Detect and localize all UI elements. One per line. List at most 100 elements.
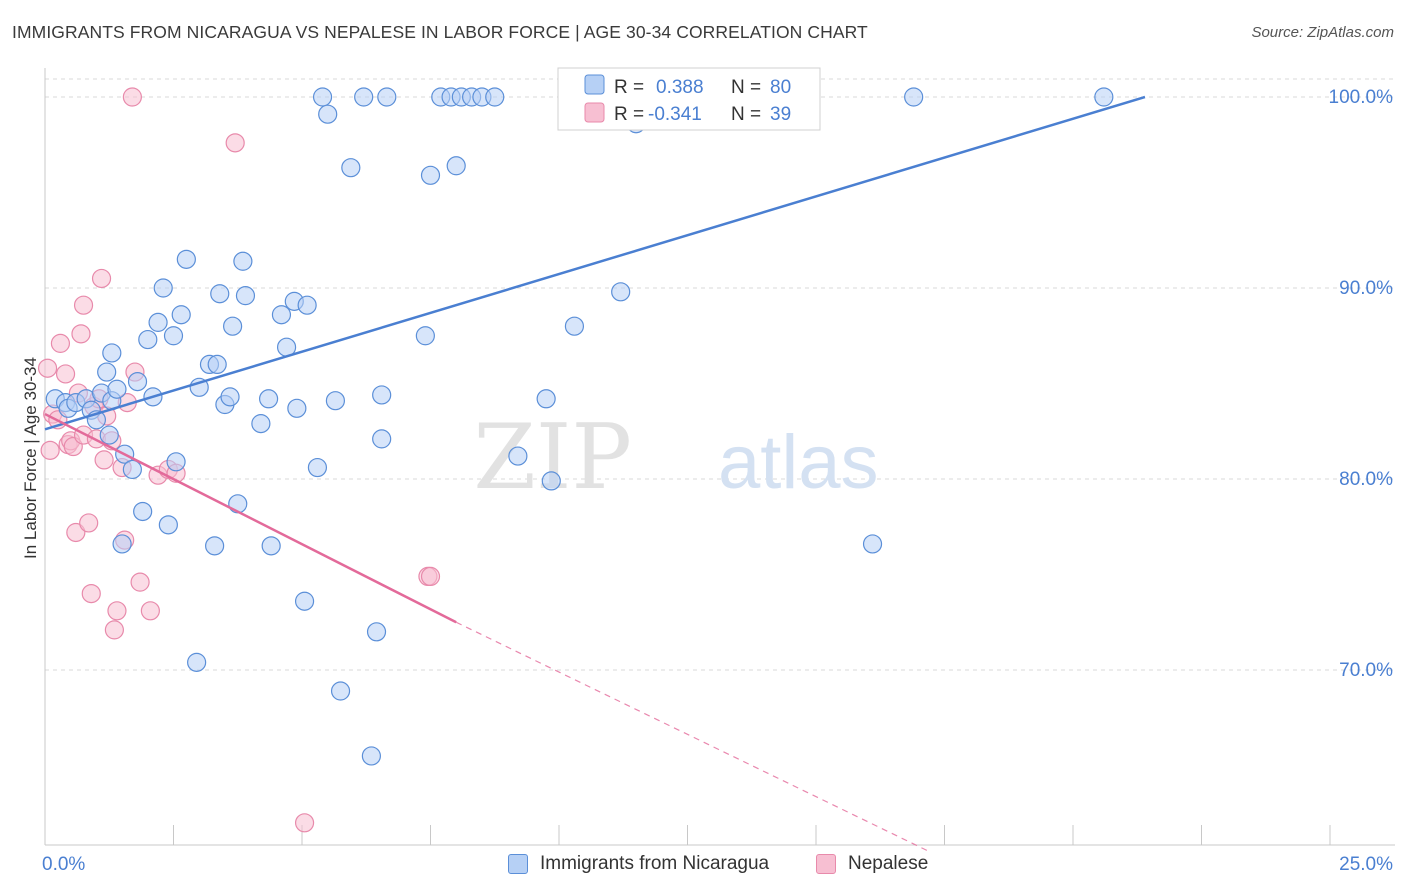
point-nepalese [40, 440, 60, 460]
point-nicaragua [138, 329, 158, 350]
point-nepalese [107, 601, 127, 621]
stats-box: R = 0.388 N = 80 R = -0.341 N = 39 [557, 67, 821, 131]
point-nicaragua [235, 286, 256, 306]
source-credit: Source: ZipAtlas.com [1251, 24, 1394, 41]
stats-pink-r-label: R = [614, 104, 644, 125]
stats-blue-r-label: R = [614, 77, 644, 98]
point-nicaragua [163, 326, 184, 346]
point-nepalese [79, 513, 99, 533]
point-nicaragua [325, 391, 346, 411]
y-tick-label: 70.0% [1339, 660, 1393, 681]
stats-blue-n-value: 80 [770, 77, 791, 98]
point-nepalese [50, 333, 71, 353]
point-nepalese [81, 583, 101, 604]
point-nepalese [66, 522, 86, 543]
gridlines [45, 78, 1395, 671]
point-nicaragua [133, 501, 153, 522]
point-nicaragua [205, 536, 225, 556]
point-nepalese [225, 133, 245, 153]
x-tick-label: 0.0% [42, 854, 85, 875]
point-nicaragua [187, 652, 207, 672]
point-nicaragua [330, 681, 351, 701]
point-nicaragua [294, 591, 315, 611]
point-nicaragua [102, 343, 122, 363]
y-tick-label: 80.0% [1339, 469, 1393, 490]
series-nepalese [37, 87, 441, 833]
point-nicaragua [361, 746, 381, 766]
point-nepalese [294, 813, 315, 833]
tick-labels: 100.0% 90.0% 80.0% 70.0% 0.0% 25.0% [42, 87, 1393, 875]
point-nicaragua [223, 316, 243, 336]
point-nepalese [140, 601, 160, 621]
stats-pink-n-value: 39 [770, 104, 791, 125]
point-nepalese [73, 295, 94, 315]
point-nepalese [94, 450, 114, 470]
y-tick-label: 90.0% [1339, 278, 1393, 299]
legend-nicaragua[interactable]: Immigrants from Nicaragua [508, 853, 769, 875]
x-tick-label: 25.0% [1339, 854, 1393, 875]
stats-pink-n-label: N = [731, 104, 761, 125]
trend-line-nepalese [44, 412, 457, 624]
point-nicaragua [99, 425, 119, 445]
chart-title: IMMIGRANTS FROM NICARAGUA VS NEPALESE IN… [12, 22, 868, 42]
watermark-zip: ZIP [473, 405, 632, 510]
point-nicaragua [415, 326, 435, 346]
point-nicaragua [251, 414, 271, 434]
point-nepalese [130, 572, 150, 592]
point-nicaragua [271, 305, 292, 325]
point-nicaragua [372, 429, 392, 449]
point-nicaragua [354, 87, 374, 107]
point-nicaragua [287, 398, 307, 418]
point-nicaragua [312, 87, 333, 107]
point-nicaragua [508, 446, 528, 466]
y-axis-label: In Labor Force | Age 30-34 [21, 357, 40, 559]
point-nicaragua [122, 459, 142, 480]
point-nepalese [420, 566, 441, 587]
legend-nicaragua-swatch [508, 854, 528, 874]
trend-line-nepalese-extension [455, 621, 930, 852]
point-nicaragua [297, 295, 317, 315]
point-nicaragua [112, 534, 132, 554]
point-nicaragua [307, 457, 328, 478]
watermark-atlas: atlas [718, 420, 879, 505]
trend-line-nicaragua [44, 95, 1146, 431]
point-nicaragua [564, 316, 585, 336]
point-nicaragua [611, 282, 631, 302]
stats-pink-r-value: -0.341 [648, 104, 702, 125]
point-nicaragua [158, 515, 178, 535]
series-nicaragua [45, 87, 1114, 766]
legend-nepalese-swatch [816, 854, 836, 874]
trend-lines [44, 95, 1146, 852]
point-nicaragua [258, 389, 279, 409]
point-nepalese [71, 324, 91, 344]
point-nicaragua [148, 312, 168, 332]
point-nepalese [55, 364, 76, 384]
stats-blue-swatch [584, 74, 605, 95]
point-nicaragua [176, 249, 196, 269]
point-nicaragua [541, 471, 561, 491]
legend-nepalese[interactable]: Nepalese [816, 853, 928, 875]
point-nicaragua [446, 156, 466, 176]
point-nicaragua [166, 452, 186, 472]
point-nicaragua [127, 371, 148, 392]
point-nicaragua [420, 165, 441, 185]
point-nicaragua [372, 385, 392, 405]
point-nicaragua [377, 87, 397, 107]
stats-pink-swatch [584, 102, 605, 123]
y-tick-label: 100.0% [1329, 87, 1394, 108]
point-nepalese [37, 358, 58, 378]
point-nicaragua [210, 284, 230, 304]
watermark: ZIP atlas [473, 405, 878, 510]
point-nepalese [122, 87, 142, 107]
point-nepalese [104, 620, 124, 640]
point-nicaragua [318, 104, 338, 124]
point-nicaragua [261, 536, 281, 556]
point-nicaragua [341, 158, 361, 178]
point-nicaragua [220, 387, 240, 407]
stats-blue-r-value: 0.388 [656, 77, 704, 98]
legend-nicaragua-label: Immigrants from Nicaragua [540, 853, 770, 874]
point-nicaragua [233, 251, 253, 271]
point-nicaragua [1094, 87, 1114, 107]
point-nicaragua [97, 362, 117, 382]
